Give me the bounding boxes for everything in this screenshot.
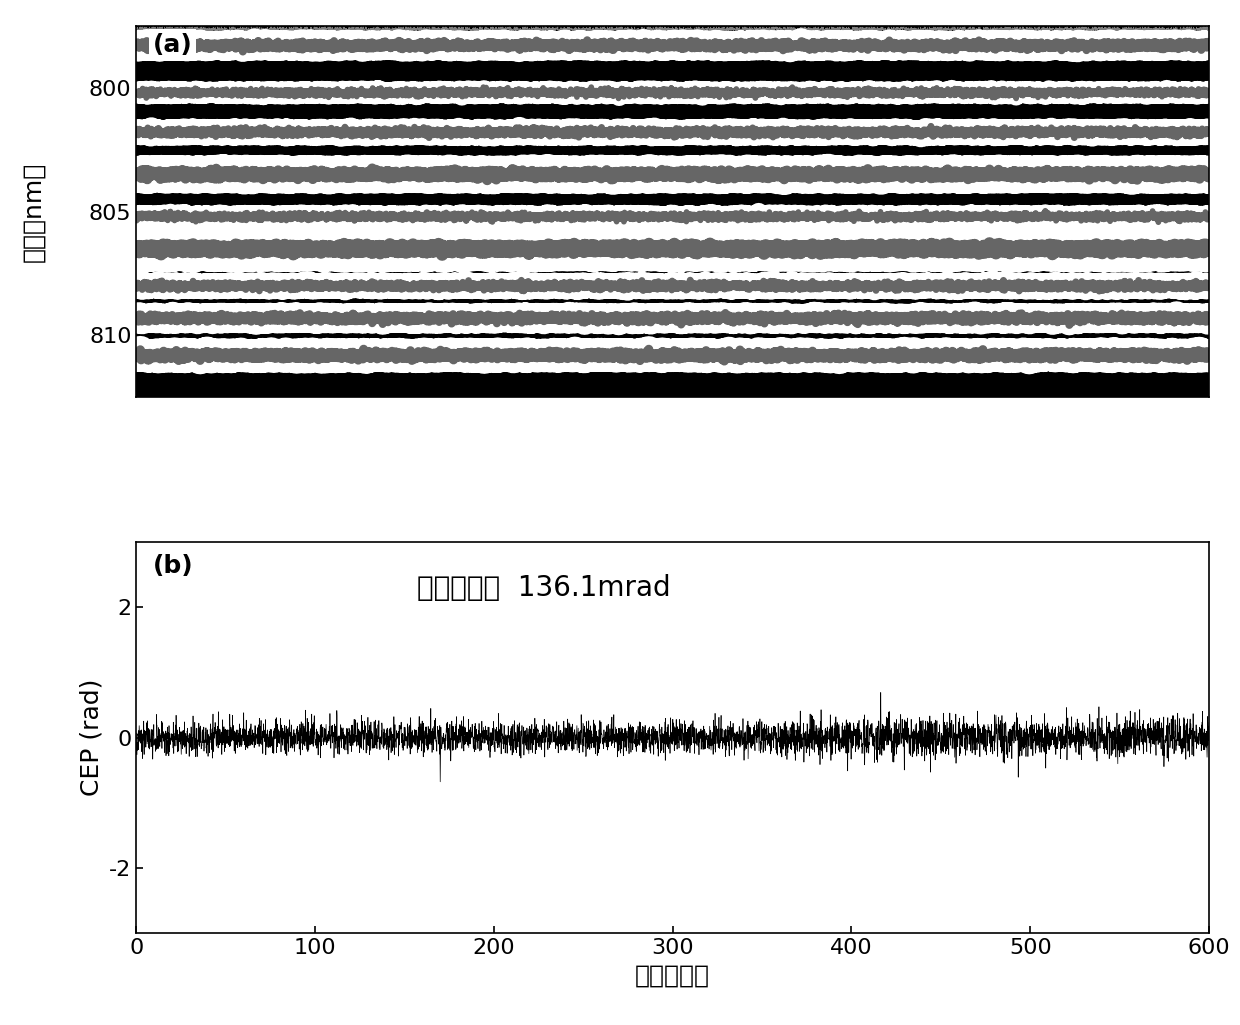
Text: (b): (b) xyxy=(153,555,193,578)
Y-axis label: CEP (rad): CEP (rad) xyxy=(79,679,104,796)
Y-axis label: 波长（nm）: 波长（nm） xyxy=(21,161,45,261)
Text: (a): (a) xyxy=(153,33,192,57)
Text: 均方差値：  136.1mrad: 均方差値： 136.1mrad xyxy=(417,574,671,602)
X-axis label: 时间（秒）: 时间（秒） xyxy=(635,964,711,987)
